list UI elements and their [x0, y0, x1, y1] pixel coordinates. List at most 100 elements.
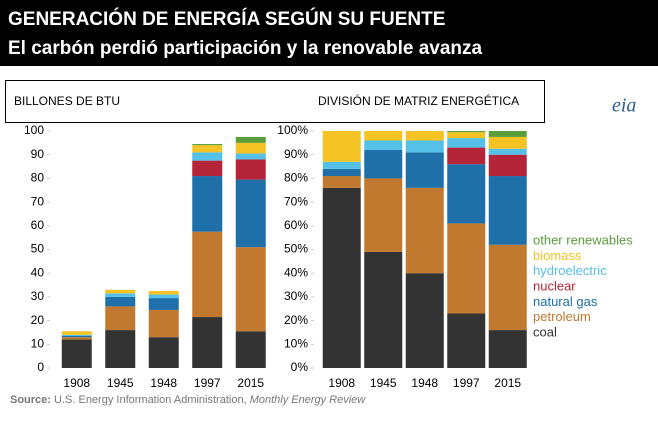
- bar-segment: [192, 317, 223, 368]
- bar-segment: [61, 339, 92, 368]
- x-tick-label: 1945: [107, 376, 134, 390]
- bar-segment: [364, 178, 403, 252]
- y-tick-label: 30%: [284, 289, 308, 303]
- bar-segment: [235, 142, 266, 154]
- bar-segment: [364, 149, 403, 179]
- y-tick-label: 80: [31, 171, 45, 185]
- header-subtitle: El carbón perdió participación y la reno…: [8, 38, 483, 59]
- legend-entry: hydroelectric: [533, 263, 607, 278]
- bar-segment: [405, 131, 444, 141]
- bar-segment: [488, 330, 527, 368]
- bar-segment: [61, 336, 92, 338]
- bar-segment: [488, 136, 527, 149]
- source: Source: U.S. Energy Information Administ…: [10, 394, 366, 406]
- bar-segment: [322, 176, 361, 188]
- y-tick-label: 10: [31, 336, 45, 350]
- bar-segment: [488, 176, 527, 245]
- bar-segment: [61, 334, 92, 337]
- y-tick-label: 0%: [291, 360, 309, 374]
- y-tick-label: 0: [37, 360, 44, 374]
- y-tick-label: 40: [31, 265, 45, 279]
- y-tick-label: 50%: [284, 242, 308, 256]
- x-tick-label: 1997: [194, 376, 221, 390]
- legend-entry: nuclear: [533, 279, 576, 294]
- x-tick-label: 1948: [150, 376, 177, 390]
- bar-segment: [192, 231, 223, 318]
- legend-entry: natural gas: [533, 294, 598, 309]
- bar-segment: [235, 179, 266, 248]
- y-tick-label: 100%: [277, 123, 308, 137]
- bar-segment: [192, 145, 223, 153]
- bar-segment: [105, 306, 136, 331]
- legend-entry: biomass: [533, 248, 582, 263]
- bar-segment: [192, 144, 223, 146]
- bar-segment: [322, 161, 361, 169]
- y-tick-label: 20: [31, 313, 45, 327]
- source-publication: Monthly Energy Review: [250, 394, 367, 406]
- y-tick-label: 90: [31, 147, 45, 161]
- bar-segment: [447, 223, 486, 314]
- x-tick-label: 1908: [63, 376, 90, 390]
- bar-segment: [447, 138, 486, 148]
- bar-segment: [447, 147, 486, 165]
- y-tick-label: 70: [31, 194, 45, 208]
- bar-segment: [235, 136, 266, 143]
- bar-segment: [105, 330, 136, 368]
- bar-segment: [148, 294, 179, 299]
- panel-box: [5, 80, 545, 123]
- bar-segment: [148, 290, 179, 295]
- bar-segment: [105, 296, 136, 307]
- y-tick-label: 40%: [284, 265, 308, 279]
- bar-segment: [235, 159, 266, 180]
- legend-entry: coal: [533, 324, 557, 339]
- bar-segment: [488, 244, 527, 331]
- x-tick-label: 1908: [328, 376, 355, 390]
- bar-segment: [364, 140, 403, 150]
- legend-entry: other renewables: [533, 233, 633, 248]
- source-label: Source:: [10, 394, 51, 406]
- logo: eia: [612, 95, 636, 117]
- bar-segment: [405, 152, 444, 188]
- y-tick-label: 60%: [284, 218, 308, 232]
- bar-segment: [447, 164, 486, 224]
- x-tick-label: 2015: [494, 376, 521, 390]
- chart-title: DIVISIÓN DE MATRIZ ENERGÉTICA: [318, 93, 519, 108]
- header-title: GENERACIÓN DE ENERGÍA SEGÚN SU FUENTE: [8, 8, 445, 30]
- y-tick-label: 10%: [284, 336, 308, 350]
- bar-segment: [405, 187, 444, 274]
- bar-segment: [405, 273, 444, 368]
- bar-segment: [235, 247, 266, 332]
- bar-segment: [105, 293, 136, 297]
- y-tick-label: 90%: [284, 147, 308, 161]
- bar-segment: [148, 298, 179, 310]
- y-tick-label: 20%: [284, 313, 308, 327]
- bar-segment: [447, 313, 486, 368]
- bar-segment: [364, 131, 403, 141]
- y-tick-label: 60: [31, 218, 45, 232]
- bar-segment: [192, 176, 223, 232]
- y-tick-label: 30: [31, 289, 45, 303]
- chart-title: BILLONES DE BTU: [14, 94, 120, 108]
- bar-segment: [322, 168, 361, 177]
- x-tick-label: 1997: [453, 376, 480, 390]
- bar-segment: [447, 131, 486, 133]
- bar-segment: [405, 140, 444, 153]
- x-tick-label: 1945: [370, 376, 397, 390]
- y-tick-label: 70%: [284, 194, 308, 208]
- bar-segment: [61, 331, 92, 335]
- y-tick-label: 80%: [284, 171, 308, 185]
- source-text: U.S. Energy Information Administration,: [54, 394, 247, 406]
- bar-segment: [192, 160, 223, 177]
- y-tick-label: 50: [31, 242, 45, 256]
- bar-segment: [235, 331, 266, 368]
- header-band: [0, 0, 658, 66]
- x-tick-label: 2015: [237, 376, 264, 390]
- bar-segment: [192, 152, 223, 161]
- legend-entry: petroleum: [533, 309, 591, 324]
- bar-segment: [148, 337, 179, 368]
- bar-segment: [488, 131, 527, 137]
- bar-segment: [235, 153, 266, 160]
- bar-segment: [148, 309, 179, 338]
- bar-segment: [488, 154, 527, 177]
